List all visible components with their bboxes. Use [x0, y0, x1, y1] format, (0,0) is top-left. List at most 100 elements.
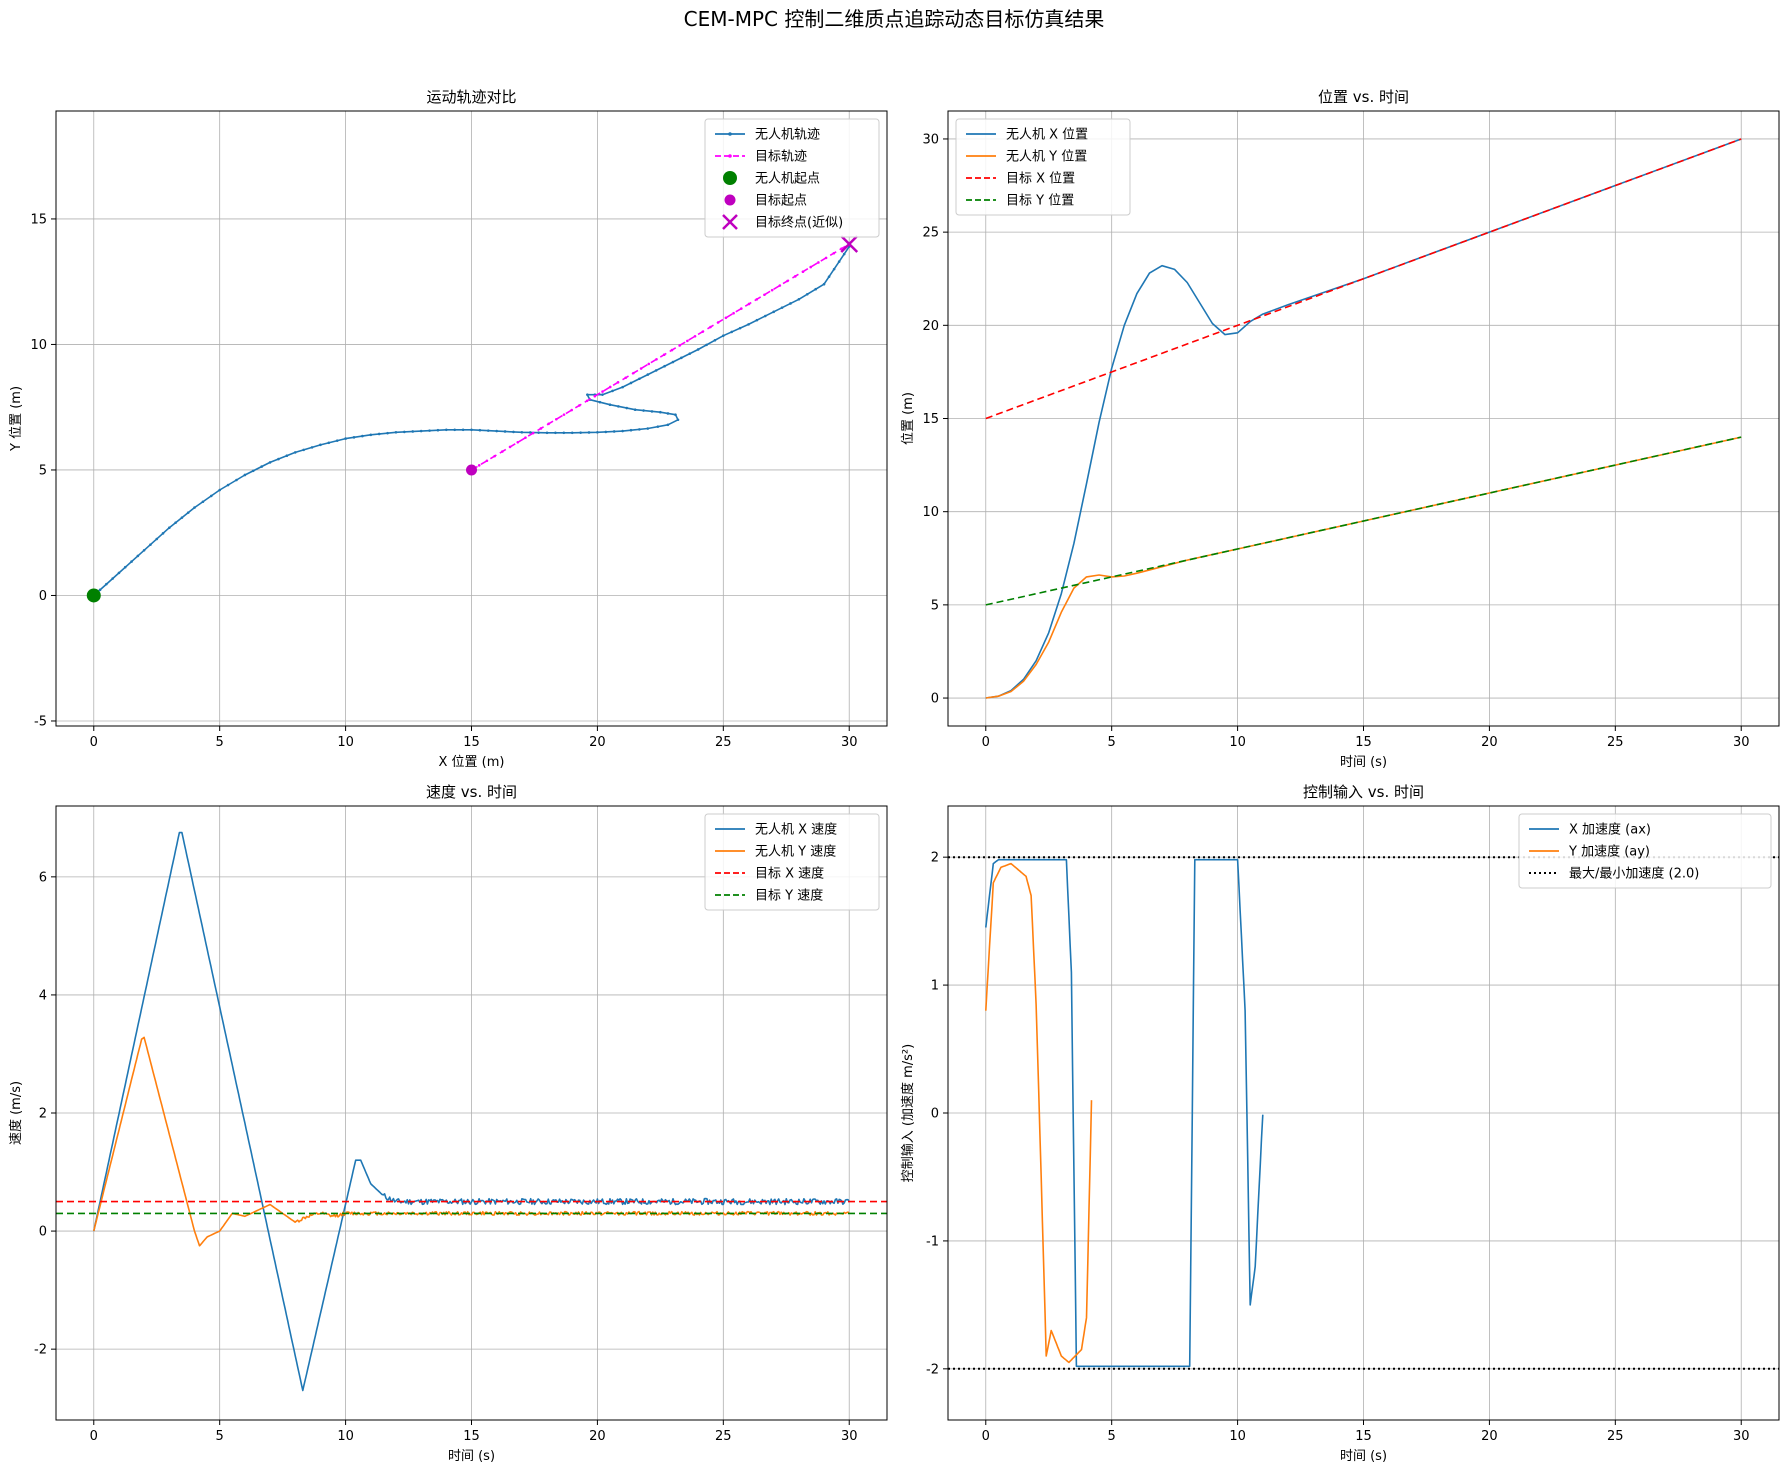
y-tick-label: 30 — [922, 132, 939, 147]
series-traj-0-point — [335, 439, 339, 442]
series-traj-0-point — [180, 516, 184, 519]
series-traj-1-point — [724, 316, 728, 320]
series-traj-0-point — [302, 448, 305, 452]
series-traj-0-point — [674, 413, 677, 417]
legend-label: 目标 X 速度 — [755, 866, 824, 882]
series-traj-0-point — [663, 364, 666, 368]
series-traj-0-point — [226, 483, 230, 487]
series-traj-0-point — [369, 433, 373, 437]
y-tick-label: -2 — [926, 1362, 939, 1377]
y-axis-label: 速度 (m/s) — [8, 1081, 24, 1145]
series-traj-0-point — [654, 369, 658, 372]
series-traj-0-point — [436, 428, 440, 432]
series-traj-1-point — [639, 367, 643, 370]
y-tick-label: 15 — [922, 412, 939, 427]
legend-label: 目标终点(近似) — [755, 215, 843, 231]
series-traj-0-point — [209, 494, 213, 498]
series-traj-1-point — [701, 330, 705, 333]
series-traj-0-point — [168, 526, 171, 529]
series-traj-1-point — [554, 417, 558, 421]
series-traj-0-point — [155, 537, 159, 541]
legend-label: 无人机 Y 速度 — [755, 844, 836, 860]
x-tick-label: 20 — [1481, 1429, 1498, 1444]
legend-label: 目标 X 位置 — [1006, 172, 1075, 187]
series-traj-0-point — [638, 428, 641, 431]
y-tick-label: 25 — [922, 226, 939, 241]
series-traj-1-point — [508, 445, 512, 449]
series-traj-0-point — [537, 431, 540, 434]
legend-marker — [724, 194, 736, 206]
series-traj-1-point — [493, 454, 496, 458]
series-traj-0-point — [676, 418, 680, 422]
x-tick-label: 0 — [982, 1429, 990, 1444]
legend-label: 无人机起点 — [755, 172, 820, 187]
series-traj-0-point — [528, 431, 532, 434]
series-traj-1-point — [747, 302, 751, 306]
series-traj-1-point — [709, 325, 712, 329]
chart-title: 控制输入 vs. 时间 — [1303, 783, 1424, 801]
series-traj-0-point — [174, 521, 177, 524]
series-traj-0-point — [268, 461, 272, 464]
series-traj-1-point — [778, 284, 782, 287]
series-traj-0-point — [554, 431, 557, 435]
series-traj-0-point — [394, 431, 398, 434]
series-traj-0-point — [625, 406, 629, 410]
series-traj-0-point — [123, 565, 127, 569]
series-traj-0-point — [470, 428, 473, 432]
series-traj-0-point — [814, 287, 817, 291]
series-traj-0-point — [319, 443, 322, 447]
series-traj-0-point — [598, 400, 602, 404]
series-traj-1-point — [824, 256, 828, 260]
series-traj-0-point — [827, 275, 831, 278]
series-traj-0-point — [646, 427, 650, 430]
series-traj-1-point — [670, 348, 674, 352]
series-traj-1-point — [793, 275, 797, 278]
series-traj-0-point — [503, 430, 507, 433]
series-traj-0-point — [738, 326, 742, 330]
y-tick-label: -1 — [926, 1234, 939, 1249]
series-traj-0-line — [93, 246, 850, 597]
x-tick-label: 15 — [463, 1429, 480, 1444]
series-traj-0-point — [633, 408, 637, 412]
series-traj-0-point — [520, 431, 524, 434]
series-pos-3-line — [985, 436, 1742, 606]
x-tick-label: 5 — [1108, 1429, 1116, 1444]
series-traj-0-point — [327, 441, 331, 445]
y-tick-label: 10 — [30, 338, 47, 353]
x-tick-label: 30 — [1733, 1429, 1750, 1444]
series-traj-0-point — [235, 478, 238, 482]
series-traj-0-point — [587, 431, 591, 434]
series-traj-0-point — [251, 469, 255, 473]
series-traj-0-point — [642, 409, 645, 412]
x-tick-label: 30 — [841, 735, 858, 750]
series-traj-1-point — [608, 385, 612, 389]
series-traj-1-point — [832, 251, 836, 255]
y-tick-label: 6 — [39, 870, 47, 885]
x-tick-label: 0 — [982, 735, 990, 750]
series-traj-0-point — [666, 412, 670, 415]
chart-title: 运动轨迹对比 — [426, 88, 516, 106]
series-traj-0-point — [411, 430, 415, 433]
series-traj-1-point — [485, 459, 489, 463]
y-tick-label: 2 — [39, 1107, 47, 1122]
series-traj-0-point — [837, 260, 841, 263]
y-tick-label: 15 — [30, 212, 47, 227]
x-tick-label: 0 — [90, 1429, 98, 1444]
series-traj-1-point — [601, 390, 604, 393]
y-axis-label: 位置 (m) — [901, 392, 916, 445]
series-traj-0-point — [629, 428, 633, 432]
series-traj-0-point — [218, 488, 221, 492]
x-tick-label: 30 — [1733, 735, 1750, 750]
plot-area — [948, 856, 1779, 1370]
x-tick-label: 25 — [715, 1429, 732, 1444]
x-tick-label: 20 — [1481, 735, 1498, 750]
series-traj-1-line — [471, 243, 850, 471]
legend-box — [704, 118, 880, 238]
series-traj-1-point — [686, 339, 689, 343]
series-traj-1-point — [647, 362, 651, 366]
legend-dot — [728, 154, 732, 158]
